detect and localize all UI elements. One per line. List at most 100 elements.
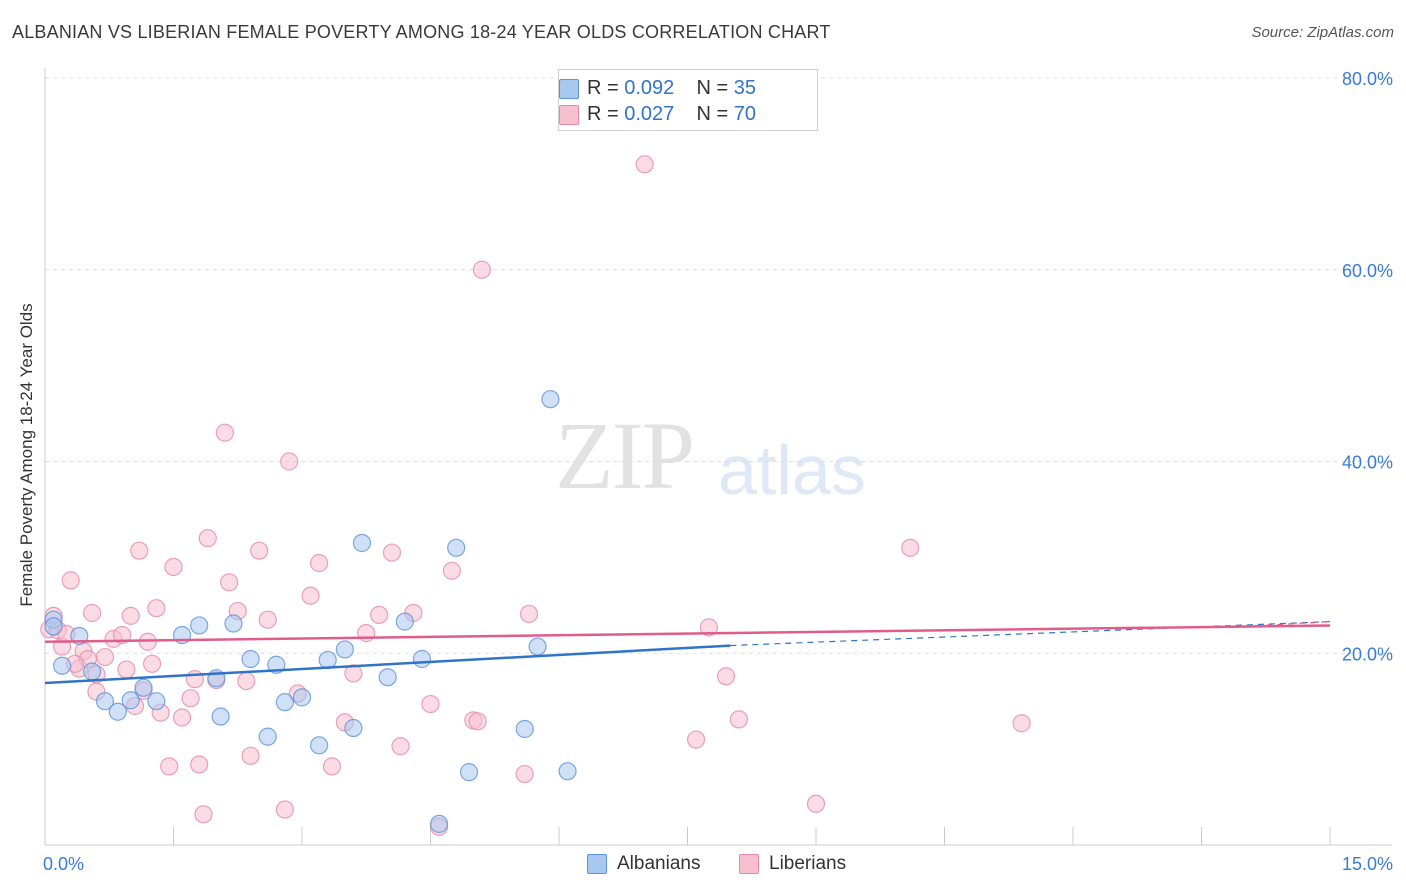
albanian-point bbox=[53, 656, 72, 675]
x-tick-label: 0.0% bbox=[43, 854, 84, 874]
albanian-point bbox=[147, 692, 166, 711]
y-tick-label: 20.0% bbox=[1342, 644, 1393, 664]
correlation-legend: R = 0.092 N = 35 R = 0.027 N = 70 bbox=[558, 69, 818, 131]
albanian-point bbox=[429, 814, 449, 834]
legend-r-value: 0.027 bbox=[624, 102, 675, 125]
liberian-point bbox=[686, 730, 706, 749]
liberian-point bbox=[699, 618, 719, 637]
albanian-trend-extension bbox=[730, 621, 1331, 647]
albanian-point bbox=[121, 691, 140, 710]
albanian-point bbox=[108, 702, 127, 721]
watermark-atlas: atlas bbox=[718, 431, 866, 509]
liberian-point bbox=[194, 805, 213, 824]
liberian-point bbox=[250, 541, 269, 560]
liberian-point bbox=[117, 660, 136, 679]
liberian-point bbox=[1012, 714, 1031, 733]
bottom-legend-albanians: Albanians bbox=[587, 852, 700, 876]
liberian-point bbox=[83, 603, 102, 623]
liberian-point bbox=[95, 647, 115, 667]
liberian-point bbox=[442, 561, 462, 580]
albanian-point bbox=[83, 662, 102, 681]
liberian-point bbox=[185, 670, 205, 689]
x-tick-label: 15.0% bbox=[1342, 854, 1393, 874]
legend-n-value: 35 bbox=[733, 76, 757, 99]
legend-row-liberians: R = 0.027 N = 70 bbox=[559, 102, 757, 126]
albanian-point bbox=[44, 617, 63, 636]
liberian-point bbox=[258, 610, 277, 629]
albanian-trend-line bbox=[44, 644, 731, 685]
albanian-point bbox=[459, 763, 479, 782]
liberian-trend-extension bbox=[1244, 621, 1331, 628]
albanian-point bbox=[318, 650, 337, 670]
albanian-point bbox=[447, 538, 466, 557]
liberian-point bbox=[519, 604, 539, 624]
liberian-point bbox=[172, 708, 192, 727]
liberian-point bbox=[382, 543, 402, 562]
albanian-point bbox=[190, 616, 209, 635]
y-tick-label: 80.0% bbox=[1342, 69, 1393, 89]
liberian-point bbox=[142, 654, 162, 673]
legend-n-value: 70 bbox=[733, 102, 757, 125]
liberian-point bbox=[220, 573, 239, 592]
liberian-point bbox=[198, 529, 217, 548]
albanian-point bbox=[412, 649, 432, 669]
liberian-point bbox=[237, 671, 256, 691]
liberian-point bbox=[729, 710, 749, 729]
albanian-point bbox=[515, 719, 534, 739]
legend-r-label: R = bbox=[587, 102, 619, 125]
liberian-point bbox=[160, 757, 179, 776]
liberian-point bbox=[301, 586, 320, 605]
legend-r-label: R = bbox=[587, 76, 619, 99]
bottom-legend-label: Albanians bbox=[617, 853, 701, 874]
albanian-swatch-icon bbox=[559, 79, 579, 99]
liberian-point bbox=[344, 664, 363, 683]
liberian-point bbox=[241, 746, 260, 765]
y-tick-label: 60.0% bbox=[1342, 261, 1393, 281]
source-label: Source: ZipAtlas.com bbox=[1251, 24, 1394, 41]
legend-r-value: 0.092 bbox=[624, 76, 675, 99]
albanian-point bbox=[395, 612, 414, 631]
liberian-swatch-icon bbox=[559, 105, 579, 125]
albanian-point bbox=[224, 614, 243, 633]
albanian-point bbox=[541, 390, 560, 409]
albanian-point bbox=[528, 637, 547, 656]
liberian-point bbox=[121, 606, 140, 625]
liberian-point bbox=[181, 689, 200, 708]
legend-n-label: N = bbox=[696, 76, 729, 99]
albanian-point bbox=[211, 707, 230, 726]
albanian-point bbox=[292, 688, 312, 707]
albanian-point bbox=[275, 693, 294, 712]
liberian-point bbox=[370, 605, 389, 625]
liberian-point bbox=[421, 694, 440, 714]
liberian-point bbox=[716, 667, 736, 686]
albanian-point bbox=[378, 668, 397, 687]
albanian-point bbox=[344, 718, 363, 738]
watermark-zip: ZIP bbox=[555, 402, 695, 509]
liberian-trend-line bbox=[44, 624, 1331, 643]
liberian-legend-icon bbox=[739, 854, 759, 874]
liberian-point bbox=[391, 737, 410, 756]
liberian-point bbox=[806, 794, 826, 813]
albanian-legend-icon bbox=[587, 854, 607, 874]
legend-row-albanians: R = 0.092 N = 35 bbox=[559, 76, 757, 100]
liberian-point bbox=[280, 452, 299, 471]
bottom-legend-label: Liberians bbox=[769, 853, 847, 874]
albanian-point bbox=[258, 727, 277, 746]
liberian-point bbox=[61, 571, 80, 590]
liberian-point bbox=[472, 260, 491, 279]
liberian-point bbox=[147, 599, 166, 618]
albanian-point bbox=[352, 533, 372, 553]
liberian-point bbox=[164, 557, 183, 577]
liberian-point bbox=[322, 757, 342, 776]
liberian-point bbox=[130, 541, 149, 560]
liberian-point bbox=[275, 800, 294, 819]
legend-n-label: N = bbox=[696, 102, 729, 125]
albanian-point bbox=[310, 736, 329, 755]
chart-title: ALBANIAN VS LIBERIAN FEMALE POVERTY AMON… bbox=[12, 22, 831, 42]
liberian-point bbox=[635, 155, 654, 174]
albanian-point bbox=[335, 640, 354, 659]
liberian-point bbox=[215, 423, 234, 442]
liberian-point bbox=[515, 764, 534, 784]
liberian-point bbox=[310, 554, 329, 573]
